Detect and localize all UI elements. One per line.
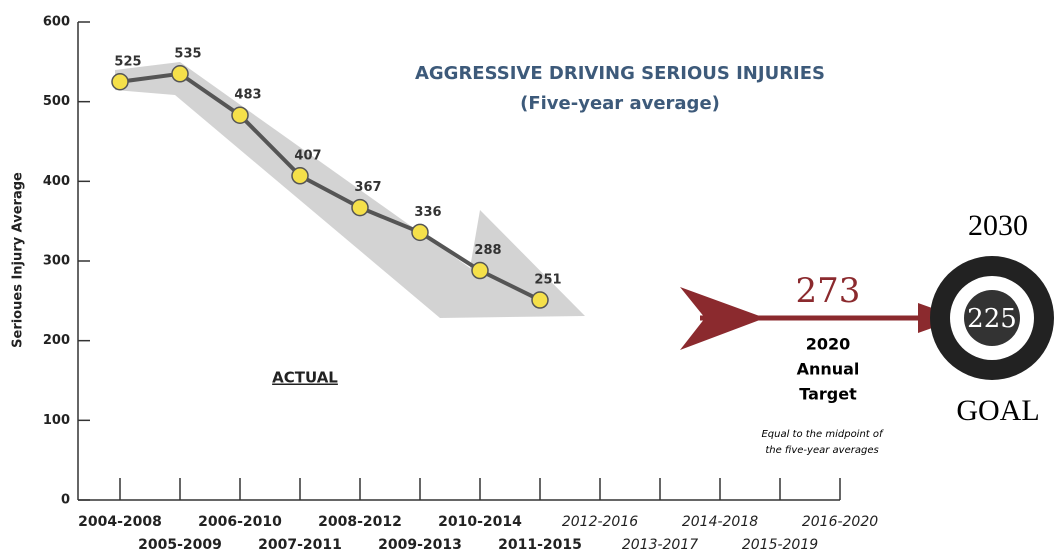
chart-title: AGGRESSIVE DRIVING SERIOUS INJURIES [415, 63, 825, 84]
target-year: 2020 [806, 335, 851, 354]
x-tick-label: 2010-2014 [438, 514, 522, 530]
target-note: Equal to the midpoint of [761, 429, 884, 440]
x-tick-label: 2011-2015 [498, 537, 582, 553]
target-value: 273 [796, 271, 861, 311]
data-label: 525 [114, 54, 141, 69]
target-label: Annual [797, 360, 860, 379]
data-point [351, 198, 369, 217]
x-tick-label: 2004-2008 [78, 514, 162, 530]
data-label: 483 [234, 88, 261, 103]
data-point [231, 106, 249, 124]
data-label: 336 [414, 205, 441, 220]
data-point [111, 73, 129, 91]
x-tick-label: 2013-2017 [622, 537, 698, 553]
y-tick-label: 300 [43, 254, 70, 269]
x-tick-label: 2014-2018 [682, 514, 758, 530]
target-note: the five-year averages [765, 445, 878, 456]
y-tick-label: 200 [43, 333, 70, 348]
data-label: 251 [534, 273, 561, 288]
data-label: 535 [174, 46, 201, 61]
trend-arrow [115, 62, 585, 318]
data-point [291, 167, 309, 185]
x-tick-label: 2007-2011 [258, 537, 342, 553]
data-label: 288 [474, 243, 501, 258]
y-tick-label: 100 [43, 413, 70, 428]
data-label: 367 [354, 180, 381, 195]
x-tick-label: 2016-2020 [802, 514, 878, 530]
target-label: Target [799, 385, 857, 404]
goal-center [964, 290, 1020, 346]
x-tick-label: 2012-2016 [562, 514, 638, 530]
data-label: 407 [294, 148, 321, 163]
y-tick-label: 500 [43, 94, 70, 109]
data-point [411, 223, 429, 242]
goal-year: 2030 [968, 209, 1028, 242]
chart-subtitle: (Five-year average) [520, 93, 720, 114]
x-tick-label: 2009-2013 [378, 537, 462, 553]
goal-label: GOAL [956, 394, 1039, 427]
x-tick-label: 2005-2009 [138, 537, 222, 553]
series-label: ACTUAL [272, 369, 338, 387]
data-point [471, 261, 489, 280]
y-tick-label: 400 [43, 174, 70, 189]
goal-value: 225 [967, 304, 1017, 334]
y-axis-label: Serioues Injury Average [11, 172, 26, 348]
x-tick-label: 2008-2012 [318, 514, 402, 530]
y-tick-label: 0 [61, 493, 70, 508]
data-line [119, 71, 541, 302]
data-point [531, 291, 549, 309]
x-tick-label: 2015-2019 [742, 537, 818, 553]
x-tick-label: 2006-2010 [198, 514, 282, 530]
y-tick-label: 600 [43, 15, 70, 30]
data-point [171, 65, 189, 83]
